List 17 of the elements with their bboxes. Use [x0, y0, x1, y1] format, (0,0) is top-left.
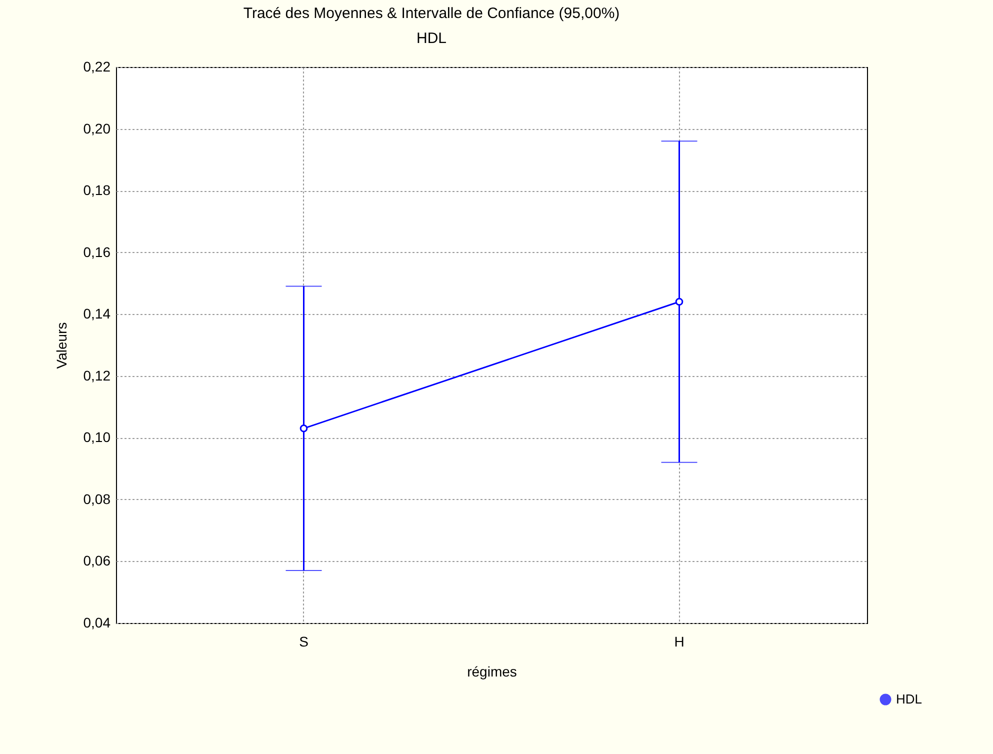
legend-label: HDL [896, 692, 922, 706]
y-tick-label: 0,18 [83, 182, 111, 198]
x-tick-label: H [674, 634, 684, 650]
x-axis-title: régimes [467, 664, 517, 680]
chart-title: Tracé des Moyennes & Intervalle de Confiance (95,00%) [243, 5, 620, 22]
y-tick-label: 0,12 [83, 367, 111, 384]
y-tick-label: 0,06 [83, 552, 111, 569]
y-tick-label: 0,14 [83, 306, 111, 322]
y-tick-label: 0,22 [83, 58, 111, 74]
y-tick-label: 0,08 [83, 490, 111, 507]
x-tick-label: S [299, 634, 308, 650]
y-tick-label: 0,10 [83, 429, 111, 446]
y-axis-title: Valeurs [53, 322, 70, 369]
chart-subtitle: HDL [416, 30, 447, 47]
y-tick-label: 0,04 [83, 614, 111, 630]
y-tick-label: 0,20 [83, 120, 111, 136]
y-tick-label: 0,16 [83, 244, 111, 260]
